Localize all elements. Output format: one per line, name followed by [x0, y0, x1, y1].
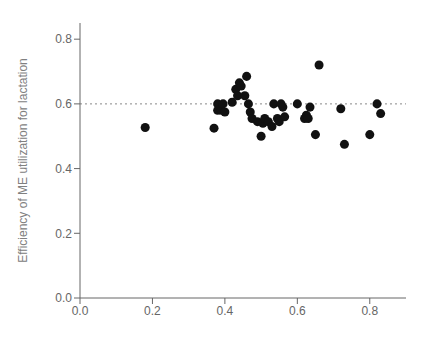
svg-text:0.2: 0.2: [144, 304, 161, 318]
svg-text:0.6: 0.6: [55, 97, 72, 111]
svg-text:0.4: 0.4: [217, 304, 234, 318]
svg-text:0.2: 0.2: [55, 227, 72, 241]
svg-text:0.6: 0.6: [289, 304, 306, 318]
svg-text:0.0: 0.0: [55, 291, 72, 305]
svg-text:0.8: 0.8: [361, 304, 378, 318]
svg-text:0.8: 0.8: [55, 32, 72, 46]
svg-text:0.0: 0.0: [72, 304, 89, 318]
svg-text:0.4: 0.4: [55, 162, 72, 176]
svg-text:Efficiency of ME utilization f: Efficiency of ME utilization for lactati…: [16, 58, 30, 263]
